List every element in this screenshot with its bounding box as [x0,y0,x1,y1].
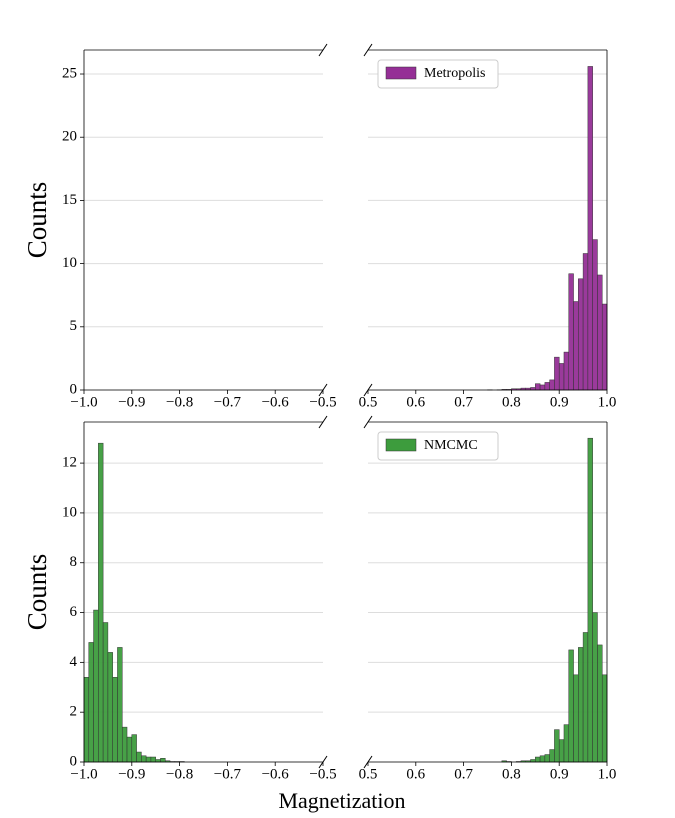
legend-swatch [385,438,417,452]
y-tick-label: 2 [70,704,78,720]
histogram-bar [88,642,94,763]
x-tick-label: 1.0 [598,394,617,410]
histogram-bar [568,273,574,391]
histogram-bar [539,755,546,763]
histogram-bar [150,756,156,763]
histogram-bar [578,647,584,763]
histogram-bar [535,756,541,763]
x-axis-label: Magnetization [278,788,405,813]
histogram-bar [98,442,104,763]
histogram-bar [582,632,589,763]
histogram-bar [112,677,118,763]
legend-swatch [385,66,417,80]
axis-break [363,415,373,429]
x-tick-label: −0.7 [214,766,242,782]
x-tick-label: −0.8 [166,394,193,410]
y-tick-label: 20 [62,129,77,145]
y-tick-label: 4 [70,654,78,670]
histogram-bar [582,253,589,391]
histogram-bar [83,677,90,763]
histogram-bar [554,729,560,763]
x-tick-label: −0.6 [262,394,290,410]
histogram-bar [544,754,550,763]
x-tick-label: −0.9 [118,394,145,410]
histogram-bar [102,622,109,763]
histogram-bar [573,301,579,391]
histogram-bar [145,756,152,763]
x-tick-label: 0.7 [454,394,473,410]
histogram-bar [592,612,598,763]
x-tick-label: −1.0 [70,394,97,410]
histogram-bar [563,724,570,763]
histogram-bar [549,379,555,391]
x-tick-label: −0.8 [166,766,193,782]
x-tick-label: 0.6 [406,766,425,782]
y-tick-label: 5 [70,318,78,334]
histogram-bar [141,755,147,763]
histogram-bar [587,437,593,763]
histogram-bar [601,674,608,763]
histogram-bar [107,652,113,763]
histogram-bar [539,384,546,391]
histogram-bar [535,383,541,391]
x-tick-label: 1.0 [598,766,617,782]
histogram-bar [126,736,133,763]
histogram-bar [160,758,166,763]
y-tick-label: 0 [70,381,78,397]
y-tick-label: 25 [62,65,77,81]
axis-break [318,43,328,57]
histogram-bar [587,66,593,391]
y-tick-label: 15 [62,192,77,208]
histogram-bar [93,609,99,763]
histogram-bar [121,726,128,763]
legend-label: NMCMC [424,438,478,453]
x-tick-label: 0.9 [550,394,569,410]
histogram-bar [597,644,603,763]
x-tick-label: 0.6 [406,394,425,410]
histogram-bar [563,351,570,391]
y-tick-label: 8 [70,554,78,570]
histogram-bar [573,674,579,763]
axis-break [363,43,373,57]
y-tick-label: 10 [62,504,77,520]
histogram-bar [568,649,574,763]
histogram-bar [597,274,603,391]
y-axis-label: Counts [22,554,52,631]
y-tick-label: 0 [70,753,78,769]
x-tick-label: 0.9 [550,766,569,782]
x-tick-label: 0.8 [502,766,521,782]
x-tick-label: 0.5 [359,394,378,410]
histogram-bar [578,278,584,391]
y-axis-label: Counts [22,182,52,259]
x-tick-label: −0.5 [309,394,336,410]
x-tick-label: −0.9 [118,766,145,782]
histogram-bar [554,356,560,391]
histogram-bar [544,382,550,391]
x-tick-label: 0.7 [454,766,473,782]
histogram-bar [549,749,555,763]
x-tick-label: −0.6 [262,766,290,782]
x-tick-label: 0.8 [502,394,521,410]
histogram-bar [601,303,608,391]
histogram-bar [558,739,565,763]
x-tick-label: 0.5 [359,766,378,782]
histogram-bar [558,363,565,391]
legend: Metropolis [377,59,499,89]
y-tick-label: 10 [62,255,77,271]
histogram-bar [131,734,137,763]
histogram-bar [592,239,598,391]
x-tick-label: −0.7 [214,394,242,410]
y-tick-label: 12 [62,455,77,471]
x-tick-label: −1.0 [70,766,97,782]
legend-label: Metropolis [424,66,485,81]
x-tick-label: −0.5 [309,766,336,782]
legend: NMCMC [377,431,499,461]
y-tick-label: 6 [70,604,78,620]
axis-break [318,415,328,429]
histogram-bar [136,751,142,763]
histogram-bar [117,647,123,763]
